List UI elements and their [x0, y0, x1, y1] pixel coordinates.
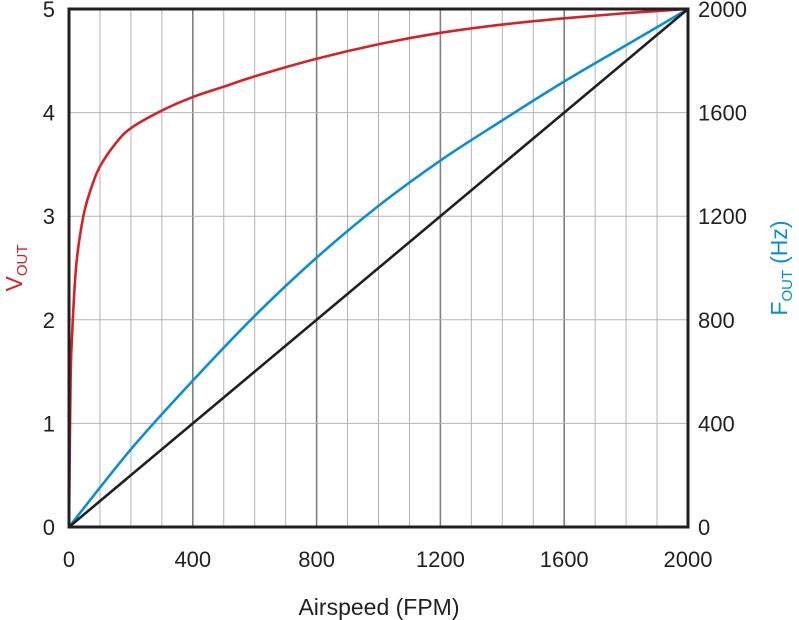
- y-left-tick-label: 2: [43, 308, 55, 333]
- y-left-title-sub: OUT: [14, 244, 31, 276]
- series-linear-reference-line: [67, 7, 690, 529]
- y-left-tick-label: 1: [43, 411, 55, 436]
- y-left-tick-label: 4: [43, 101, 55, 126]
- x-tick-label: 1600: [540, 547, 589, 572]
- y-left-tick-label: 3: [43, 204, 55, 229]
- y-right-axis-title: FOUT (Hz): [766, 220, 796, 315]
- y-right-tick-label: 2000: [698, 0, 747, 22]
- plot-frame: [67, 7, 690, 529]
- tick-labels: 0 400 800 1200 1600 2000 0 1 2 3 4 5 0 400 800 1200 1600…: [43, 0, 747, 572]
- y-right-tick-label: 400: [698, 411, 735, 436]
- y-right-tick-label: 1600: [698, 101, 747, 126]
- x-tick-label: 1200: [416, 547, 465, 572]
- y-right-title-sub: OUT: [779, 270, 796, 302]
- y-left-tick-label: 0: [43, 515, 55, 540]
- x-tick-label: 0: [63, 547, 75, 572]
- y-right-title-unit: (Hz): [766, 220, 792, 263]
- y-left-title-main: V: [1, 276, 27, 292]
- x-tick-label: 400: [174, 547, 211, 572]
- x-tick-label: 800: [298, 547, 335, 572]
- x-tick-label: 2000: [664, 547, 713, 572]
- y-right-title-main: F: [766, 302, 792, 316]
- series-fout-line: [67, 7, 690, 529]
- y-left-tick-label: 5: [43, 0, 55, 22]
- y-left-axis-title: VOUT: [1, 244, 31, 291]
- series-vout-line: [67, 7, 690, 529]
- grid: [69, 9, 688, 527]
- y-right-tick-label: 1200: [698, 204, 747, 229]
- series-layer: [67, 7, 690, 529]
- x-axis-title: Airspeed (FPM): [298, 594, 459, 620]
- y-right-tick-label: 800: [698, 308, 735, 333]
- y-right-tick-label: 0: [698, 515, 710, 540]
